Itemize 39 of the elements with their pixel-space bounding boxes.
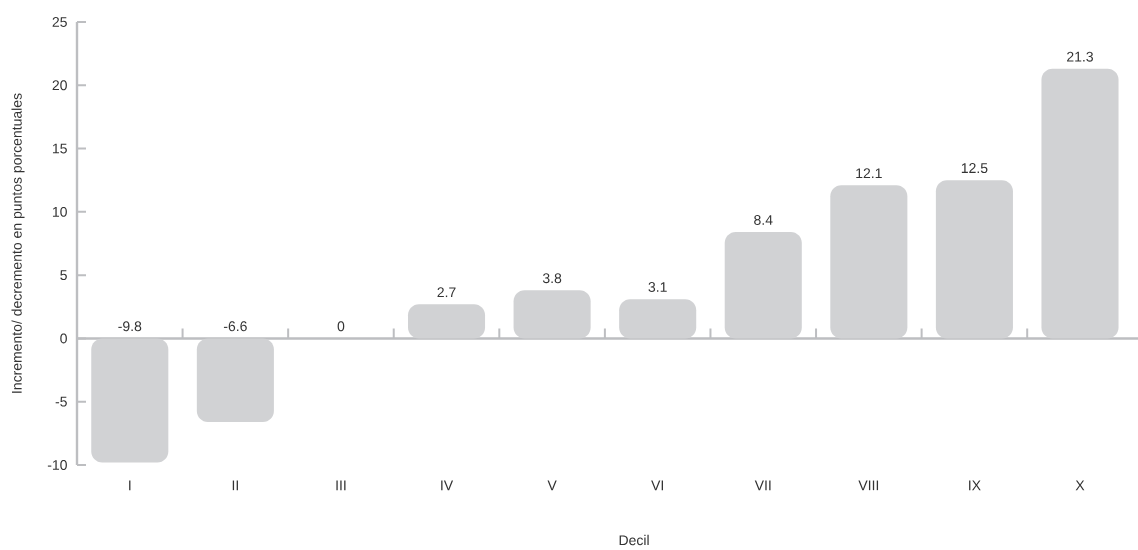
y-tick-label: 20 <box>52 80 67 91</box>
data-label: 21.3 <box>1067 51 1093 62</box>
x-tick-label: I <box>129 480 131 491</box>
x-tick-label: X <box>1075 480 1085 491</box>
data-label: 12.1 <box>856 168 882 179</box>
bar <box>91 338 169 463</box>
y-tick-label: -10 <box>47 460 67 470</box>
x-axis-title: Decil <box>619 534 649 546</box>
bar <box>1041 68 1119 339</box>
bar <box>830 185 908 339</box>
x-tick-label: VI <box>651 480 663 491</box>
bar <box>513 290 591 339</box>
y-tick-label: 5 <box>60 270 67 281</box>
data-label: -9.8 <box>118 321 142 332</box>
bar <box>935 180 1013 339</box>
bar <box>196 338 274 422</box>
data-label: 2.7 <box>437 287 456 298</box>
x-tick-label: VII <box>754 480 771 491</box>
y-tick-label: -5 <box>55 396 67 407</box>
x-tick-label: IX <box>969 480 981 491</box>
y-tick-label: 15 <box>52 143 67 154</box>
data-label: 3.8 <box>542 273 562 284</box>
data-label: -6.6 <box>223 321 247 332</box>
data-label: 8.4 <box>754 214 773 225</box>
x-tick-label: III <box>336 480 346 491</box>
x-tick-label: V <box>547 480 557 491</box>
bar <box>619 299 697 339</box>
x-tick-label: II <box>232 480 238 491</box>
x-tick-label: IV <box>441 480 454 491</box>
y-axis-title: Incremento/ decremento en puntos porcentuales <box>11 93 25 393</box>
y-tick-label: 10 <box>52 206 67 217</box>
x-tick-label: VIII <box>858 480 879 491</box>
data-label: 0 <box>337 321 345 332</box>
y-tick-label: 0 <box>60 333 67 344</box>
bar <box>407 304 486 339</box>
bar <box>724 232 802 339</box>
data-label: 3.1 <box>648 282 667 292</box>
data-label: 12.5 <box>961 163 988 174</box>
y-tick-label: 25 <box>52 17 67 27</box>
